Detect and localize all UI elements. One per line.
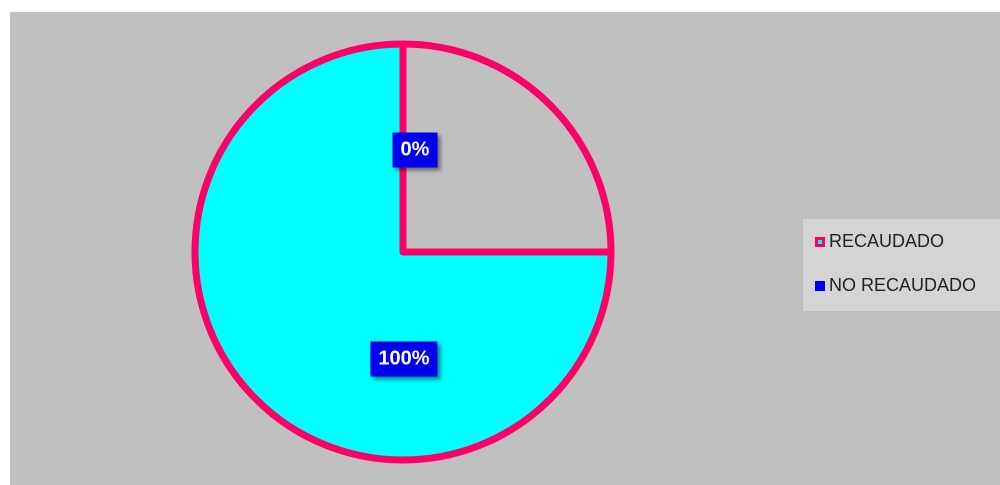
legend-label-no-recaudado: NO RECAUDADO [829, 275, 977, 295]
legend-item-recaudado: RECAUDADO [815, 231, 944, 252]
pie-slice-no-recaudado [191, 40, 615, 464]
pie-slice-recaudado [399, 40, 615, 256]
pie-chart [191, 40, 615, 464]
legend-item-no-recaudado: NO RECAUDADO [815, 275, 976, 296]
legend: RECAUDADO NO RECAUDADO [803, 219, 1000, 311]
legend-label-recaudado: RECAUDADO [829, 231, 945, 251]
data-label-no-recaudado: 100% [370, 341, 438, 377]
chart-area: 0% 100% RECAUDADO NO RECAUDADO [10, 12, 1000, 485]
legend-swatch-recaudado [815, 236, 825, 247]
data-label-recaudado: 0% [392, 132, 438, 168]
legend-swatch-no-recaudado [815, 280, 825, 291]
